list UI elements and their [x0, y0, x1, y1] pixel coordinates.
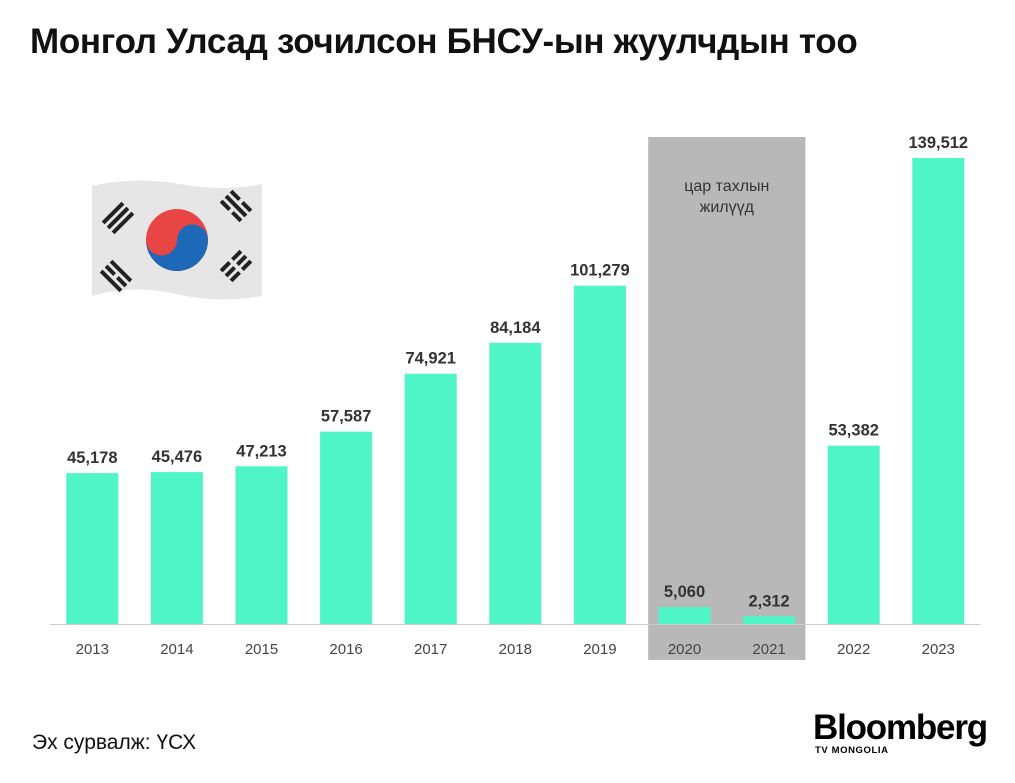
x-tick-label: 2022	[837, 641, 870, 658]
x-tick-label: 2015	[245, 641, 278, 658]
bar-value-label: 53,382	[828, 422, 878, 440]
pandemic-annotation-line: цар тахлын	[684, 178, 769, 195]
bar-value-label: 101,279	[570, 262, 630, 280]
pandemic-years-band	[648, 137, 806, 660]
bar-2020	[658, 607, 711, 624]
bar-2022	[827, 445, 880, 624]
source-note: Эх сурвалж: ҮСХ	[32, 731, 197, 754]
bar-2015	[235, 466, 288, 624]
bar-2019	[573, 285, 626, 624]
bar-value-label: 45,178	[67, 449, 117, 467]
bar-2018	[489, 342, 542, 624]
bar-chart: цар тахлын жилүүд 45,178 45,476 47,213 57,58…	[50, 134, 981, 660]
x-tick-label: 2017	[414, 641, 447, 658]
x-tick-label: 2016	[329, 641, 362, 658]
bar-2021	[743, 616, 796, 624]
x-tick-label: 2018	[499, 641, 532, 658]
bar-2013	[66, 473, 119, 624]
bar-value-label: 47,213	[236, 442, 286, 460]
bar-2016	[320, 431, 373, 624]
bloomberg-logo-subtitle: TV MONGOLIA	[815, 745, 889, 756]
chart-title: Монгол Улсад зочилсон БНСУ-ын жуулчдын т…	[30, 22, 858, 61]
bar-value-label: 2,312	[748, 592, 789, 610]
bar-value-label: 74,921	[405, 350, 455, 368]
x-tick-label: 2020	[668, 641, 701, 658]
bar-2017	[404, 373, 457, 624]
bar-value-label: 45,476	[152, 448, 202, 466]
x-tick-label: 2014	[160, 641, 193, 658]
bar-value-label: 5,060	[664, 583, 705, 601]
south-korea-flag-icon	[92, 180, 262, 300]
x-tick-label: 2013	[76, 641, 109, 658]
x-tick-label: 2019	[583, 641, 616, 658]
pandemic-annotation-line: жилүүд	[700, 199, 755, 216]
bar-2014	[150, 472, 203, 624]
bar-value-label: 84,184	[490, 319, 541, 337]
x-tick-label: 2023	[922, 641, 955, 658]
bar-value-label: 139,512	[908, 134, 968, 152]
x-tick-label: 2021	[752, 641, 785, 658]
bar-value-label: 57,587	[321, 408, 371, 426]
bar-2023	[912, 158, 965, 624]
bloomberg-logo: Bloomberg	[813, 708, 988, 747]
